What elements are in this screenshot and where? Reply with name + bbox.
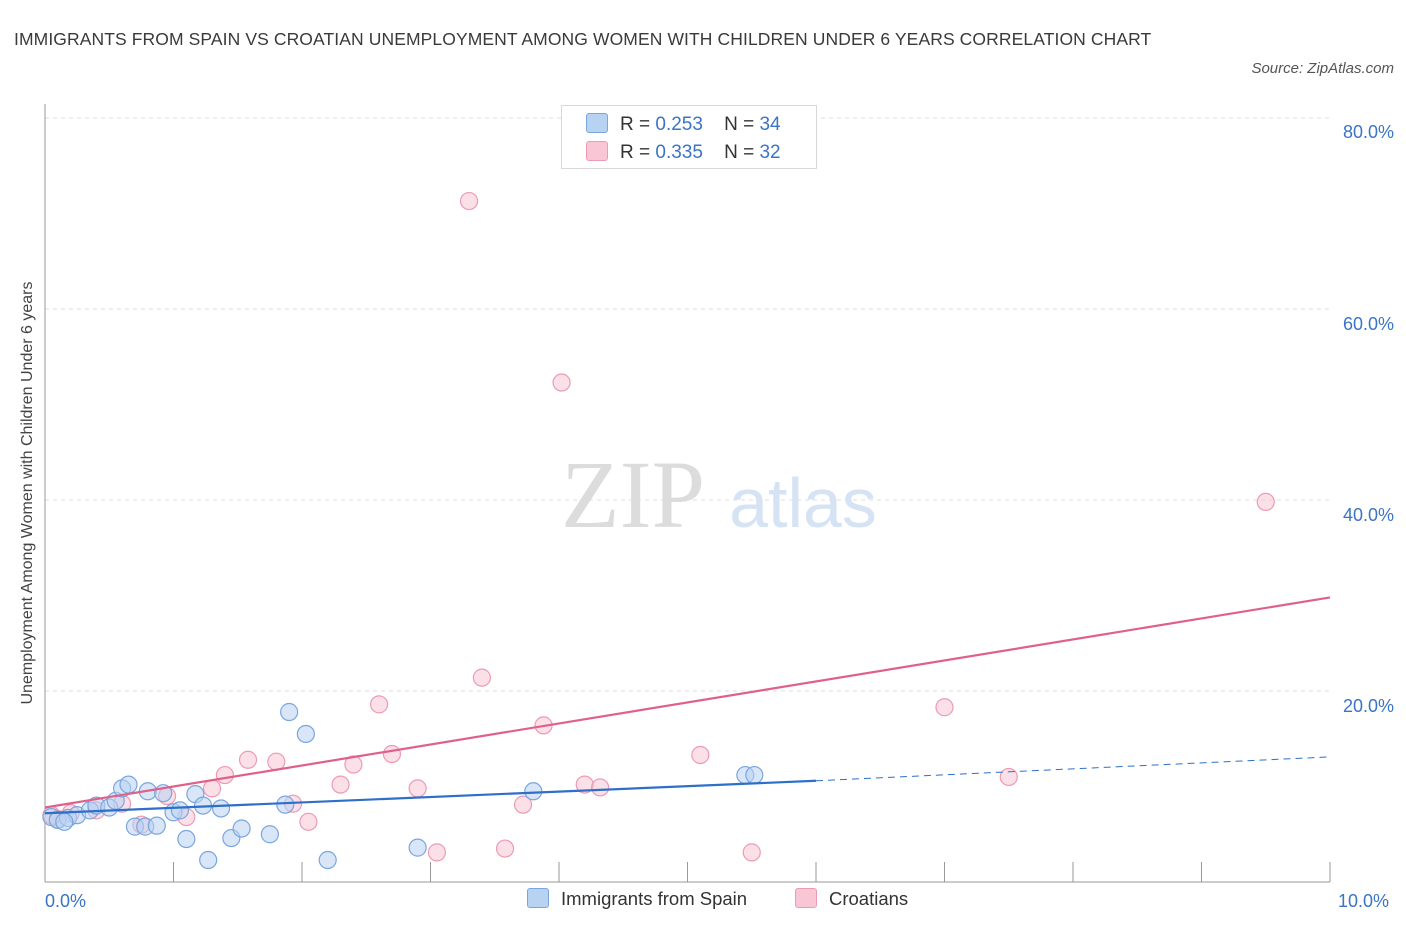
chart-title: IMMIGRANTS FROM SPAIN VS CROATIAN UNEMPL…	[14, 29, 1152, 49]
point-spain	[745, 765, 764, 785]
trend-line-croatians	[44, 596, 1331, 809]
chart-source: Source: ZipAtlas.com	[1251, 60, 1394, 77]
point-croatians	[552, 373, 571, 392]
y-tick-60: 60.0%	[1342, 314, 1394, 334]
legend-row-spain: R = 0.253 N = 34	[586, 113, 781, 137]
point-spain	[211, 799, 231, 818]
point-croatians	[742, 843, 761, 862]
point-croatians	[999, 767, 1018, 787]
point-spain	[199, 850, 218, 870]
point-spain	[232, 819, 251, 838]
bottom-legend-swatch-croatians	[795, 888, 817, 908]
bottom-legend-spain: Immigrants from Spain	[527, 888, 747, 910]
point-croatians	[382, 744, 402, 764]
y-tick-40: 40.0%	[1342, 505, 1394, 525]
x-tick-0: 0.0%	[45, 891, 87, 911]
point-spain	[408, 838, 427, 857]
point-spain	[170, 801, 190, 820]
point-croatians	[299, 812, 318, 831]
legend-r-label: R =	[620, 142, 651, 163]
point-spain	[260, 825, 279, 844]
axes	[44, 104, 1331, 883]
point-croatians	[1256, 492, 1275, 512]
legend-n-spain: 34	[759, 114, 781, 135]
bottom-legend-croatians: Croatians	[795, 888, 908, 910]
point-spain	[177, 829, 196, 849]
legend-r-spain: 0.253	[655, 114, 703, 135]
y-tick-80: 80.0%	[1342, 122, 1394, 142]
legend-r-croatians: 0.335	[655, 142, 703, 163]
point-croatians	[427, 843, 447, 862]
point-spain	[147, 816, 166, 835]
point-croatians	[472, 668, 491, 687]
legend: R = 0.253 N = 34 R = 0.335 N = 32	[561, 105, 817, 169]
x-tick-10: 10.0%	[1338, 891, 1390, 911]
point-croatians	[691, 745, 710, 765]
legend-n-label: N =	[724, 114, 755, 135]
point-spain	[280, 702, 299, 722]
point-croatians	[935, 698, 954, 717]
point-spain	[318, 850, 337, 870]
watermark-atlas: atlas	[729, 464, 877, 542]
legend-swatch-spain	[586, 113, 608, 133]
point-croatians	[238, 750, 258, 769]
legend-r-label: R =	[620, 114, 651, 135]
point-spain	[296, 724, 315, 744]
point-spain	[276, 795, 295, 814]
legend-swatch-croatians	[586, 141, 608, 161]
watermark: ZIP atlas	[561, 441, 877, 548]
bottom-legend-label-croatians: Croatians	[829, 888, 909, 909]
legend-n-croatians: 32	[759, 142, 781, 163]
point-spain	[55, 812, 74, 831]
legend-n-label: N =	[724, 142, 755, 163]
point-croatians	[513, 795, 533, 814]
trend-line-spain-extension	[815, 756, 1331, 782]
point-spain	[119, 775, 138, 794]
legend-row-croatians: R = 0.335 N = 32	[586, 141, 781, 165]
bottom-legend-label-spain: Immigrants from Spain	[561, 888, 748, 909]
trend-line-spain	[44, 779, 817, 815]
point-croatians	[459, 191, 479, 211]
y-tick-20: 20.0%	[1342, 696, 1394, 716]
point-croatians	[495, 839, 515, 858]
bottom-legend-swatch-spain	[527, 888, 549, 908]
point-croatians	[408, 779, 427, 798]
watermark-zip: ZIP	[561, 441, 705, 548]
trend-lines	[44, 596, 1331, 815]
point-croatians	[591, 778, 610, 797]
point-spain	[524, 782, 543, 801]
point-croatians	[202, 779, 222, 798]
grid-lines	[45, 117, 1330, 692]
point-croatians	[215, 765, 234, 785]
point-croatians	[331, 775, 350, 794]
point-croatians	[370, 695, 389, 714]
